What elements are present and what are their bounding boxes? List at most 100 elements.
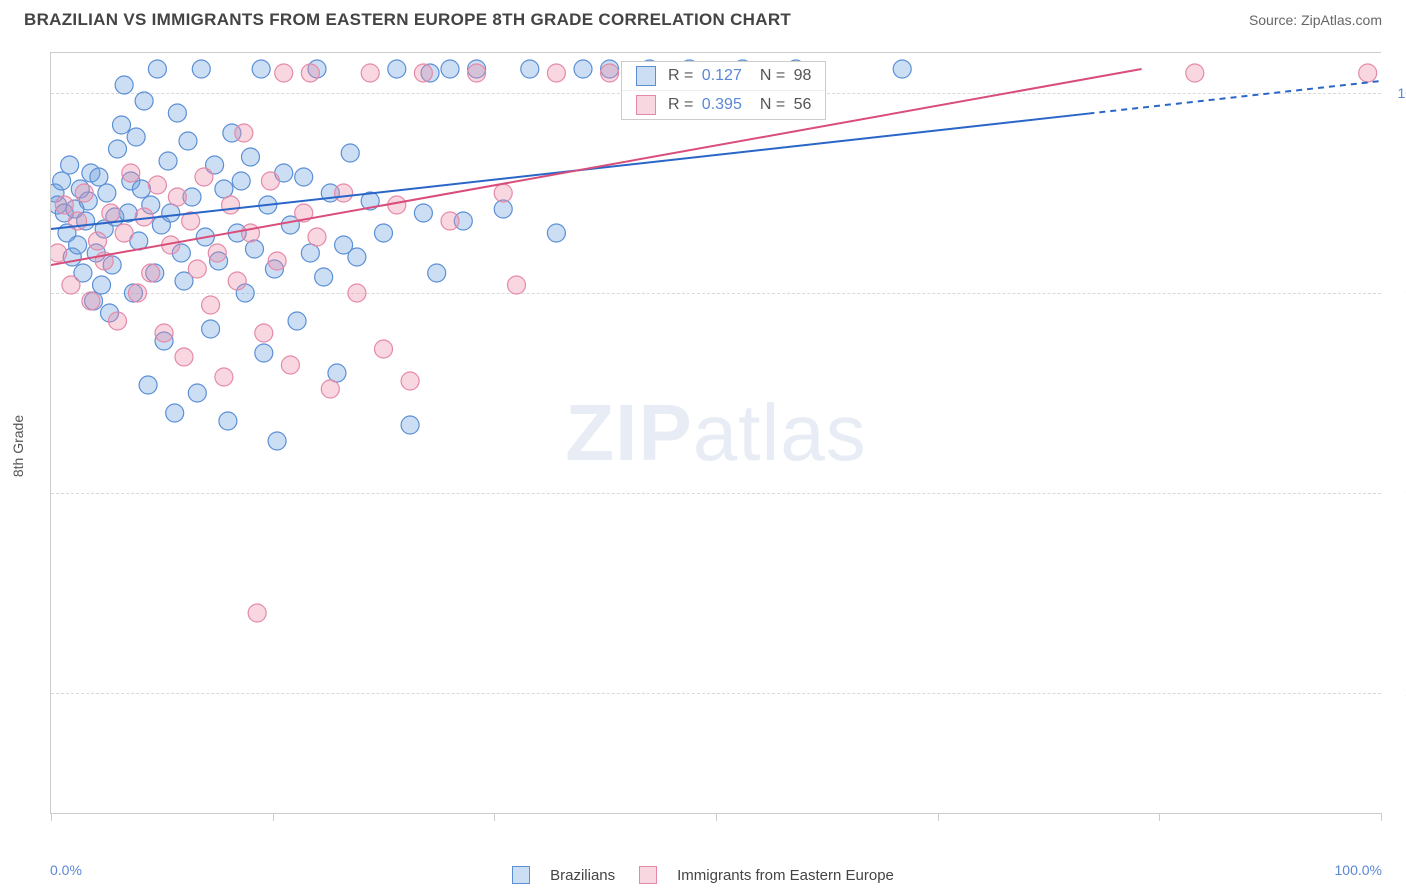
x-tick: [494, 813, 495, 821]
data-point: [268, 252, 286, 270]
x-axis-min-label: 0.0%: [50, 862, 82, 878]
data-point: [109, 140, 127, 158]
data-point: [441, 212, 459, 230]
data-point: [521, 60, 539, 78]
data-point: [202, 296, 220, 314]
data-point: [401, 372, 419, 390]
data-point: [414, 64, 432, 82]
legend-swatch: [639, 866, 657, 884]
x-tick: [938, 813, 939, 821]
correlation-legend: R = 0.127 N = 98 R = 0.395N = 56: [621, 61, 826, 120]
data-point: [55, 196, 73, 214]
data-point: [192, 60, 210, 78]
y-tick-label: 90.0%: [1389, 485, 1406, 501]
legend-swatch: [636, 95, 656, 115]
data-point: [375, 340, 393, 358]
r-value: 0.127: [702, 67, 742, 85]
data-point: [1359, 64, 1377, 82]
data-point: [301, 64, 319, 82]
y-axis-label: 8th Grade: [10, 415, 26, 477]
data-point: [255, 324, 273, 342]
data-point: [428, 264, 446, 282]
legend-label: Brazilians: [550, 867, 615, 884]
correlation-row: R = 0.127 N = 98: [622, 62, 825, 90]
x-tick: [51, 813, 52, 821]
data-point: [401, 416, 419, 434]
data-point: [102, 204, 120, 222]
legend-label: Immigrants from Eastern Europe: [677, 867, 894, 884]
data-point: [275, 64, 293, 82]
n-label: N =: [760, 96, 790, 114]
data-point: [547, 64, 565, 82]
data-point: [468, 64, 486, 82]
chart-source: Source: ZipAtlas.com: [1249, 12, 1382, 28]
data-point: [375, 224, 393, 242]
chart-area: 85.0%90.0%95.0%100.0% ZIPatlas R = 0.127…: [50, 52, 1381, 814]
data-point: [128, 284, 146, 302]
data-point: [248, 604, 266, 622]
data-point: [202, 320, 220, 338]
data-point: [215, 180, 233, 198]
data-point: [295, 168, 313, 186]
data-point: [574, 60, 592, 78]
data-point: [348, 248, 366, 266]
legend-swatch: [636, 66, 656, 86]
data-point: [75, 184, 93, 202]
n-value: 98: [794, 67, 812, 85]
data-point: [508, 276, 526, 294]
data-point: [69, 236, 87, 254]
data-point: [301, 244, 319, 262]
data-point: [162, 204, 180, 222]
data-point: [166, 404, 184, 422]
data-point: [98, 184, 116, 202]
x-tick: [716, 813, 717, 821]
legend-swatch: [512, 866, 530, 884]
data-point: [388, 60, 406, 78]
data-point: [242, 148, 260, 166]
r-label: R =: [668, 96, 698, 114]
data-point: [122, 164, 140, 182]
series-legend: Brazilians Immigrants from Eastern Europe: [0, 866, 1406, 884]
r-label: R =: [668, 67, 698, 85]
data-point: [115, 224, 133, 242]
legend-item: Brazilians: [512, 866, 615, 884]
data-point: [335, 184, 353, 202]
data-point: [115, 76, 133, 94]
chart-title: BRAZILIAN VS IMMIGRANTS FROM EASTERN EUR…: [24, 10, 791, 30]
data-point: [281, 356, 299, 374]
data-point: [341, 144, 359, 162]
data-point: [142, 264, 160, 282]
data-point: [139, 376, 157, 394]
data-point: [242, 224, 260, 242]
data-point: [315, 268, 333, 286]
data-point: [175, 348, 193, 366]
x-tick: [1159, 813, 1160, 821]
x-tick: [273, 813, 274, 821]
data-point: [112, 116, 130, 134]
data-point: [109, 312, 127, 330]
data-point: [328, 364, 346, 382]
n-label: N =: [760, 67, 790, 85]
data-point: [53, 172, 71, 190]
data-point: [547, 224, 565, 242]
data-point: [441, 60, 459, 78]
data-point: [235, 124, 253, 142]
data-point: [127, 128, 145, 146]
data-point: [82, 292, 100, 310]
data-point: [228, 272, 246, 290]
data-point: [148, 60, 166, 78]
y-tick-label: 95.0%: [1389, 285, 1406, 301]
data-point: [261, 172, 279, 190]
data-point: [155, 324, 173, 342]
trend-line-dashed: [1088, 81, 1381, 114]
data-point: [1186, 64, 1204, 82]
data-point: [308, 228, 326, 246]
data-point: [361, 64, 379, 82]
data-point: [188, 260, 206, 278]
x-tick: [1381, 813, 1382, 821]
data-point: [321, 380, 339, 398]
data-point: [494, 200, 512, 218]
data-point: [288, 312, 306, 330]
data-point: [252, 60, 270, 78]
correlation-row: R = 0.395N = 56: [622, 90, 825, 119]
